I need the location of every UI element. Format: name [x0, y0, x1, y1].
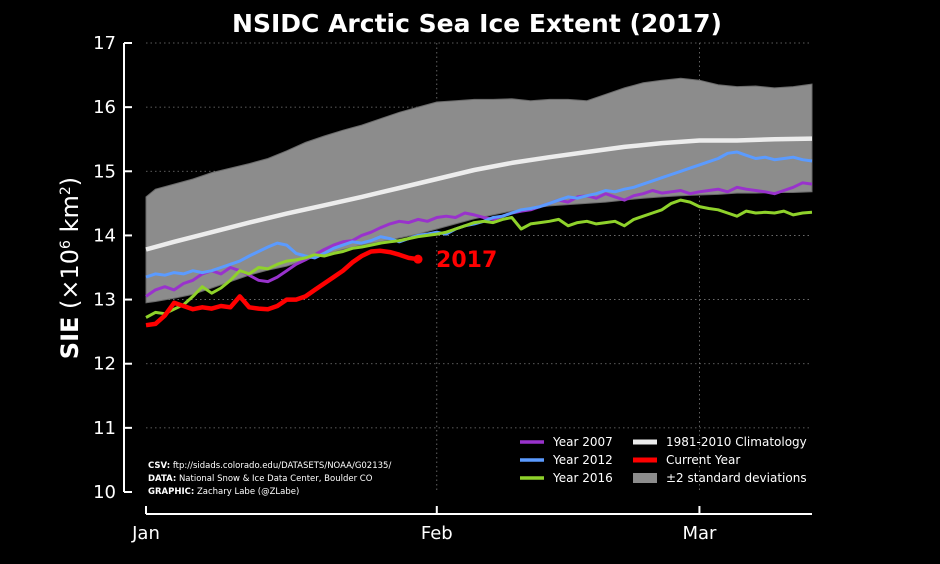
legend-label-current: Current Year	[666, 453, 740, 467]
legend-label-std: ±2 standard deviations	[666, 471, 807, 485]
y-axis-label-unit-close: )	[56, 177, 84, 186]
y-axis-label-unit-open: (×10	[56, 249, 84, 317]
legend-label-climatology: 1981-2010 Climatology	[666, 435, 807, 449]
year-2007-line	[145, 181, 813, 298]
y-tick-label: 14	[93, 225, 116, 246]
y-axis-label-main: SIE	[56, 317, 84, 360]
y-tick-label: 13	[93, 290, 116, 311]
credits: CSV: ftp://sidads.colorado.edu/DATASETS/…	[148, 461, 391, 497]
x-tick-label: Mar	[682, 523, 717, 544]
y-tick-label: 12	[93, 354, 116, 375]
x-tick-label: Feb	[421, 523, 453, 544]
y-tick-label: 10	[93, 482, 116, 503]
legend-label-2012: Year 2012	[552, 453, 613, 467]
year-2016-line	[145, 198, 813, 319]
credit-csv: CSV: ftp://sidads.colorado.edu/DATASETS/…	[148, 461, 391, 471]
legend: Year 2007 Year 2012 Year 2016 1981-2010 …	[520, 435, 807, 485]
legend-label-2007: Year 2007	[552, 435, 613, 449]
current-year-end-marker	[413, 254, 423, 264]
climatology-line	[145, 136, 813, 252]
y-axis-label-unit-mid: km	[56, 195, 84, 240]
legend-swatch-std	[633, 473, 657, 483]
credit-graphic: GRAPHIC: Zachary Labe (@ZLabe)	[148, 487, 299, 497]
credit-csv-label: CSV:	[148, 461, 170, 471]
credit-graphic-text: Zachary Labe (@ZLabe)	[194, 487, 299, 497]
y-axis-label-exp1: 6	[58, 240, 74, 249]
legend-label-2016: Year 2016	[552, 471, 613, 485]
y-axis-label-exp2: 2	[58, 186, 74, 195]
credit-graphic-label: GRAPHIC:	[148, 487, 194, 497]
axes: 10 11 12 13 14 15 16 17 Jan Feb Mar	[93, 33, 812, 544]
credit-data: DATA: National Snow & Ice Data Center, B…	[148, 474, 373, 484]
current-year-end-label: 2017	[436, 248, 497, 273]
current-year-line	[145, 248, 419, 328]
y-tick-label: 11	[93, 418, 116, 439]
chart-title: NSIDC Arctic Sea Ice Extent (2017)	[232, 9, 722, 38]
y-tick-label: 15	[93, 161, 116, 182]
y-axis-label: SIE (×106 km2)	[56, 177, 84, 359]
credit-data-label: DATA:	[148, 474, 176, 484]
y-tick-label: 17	[93, 33, 116, 54]
credit-csv-text: ftp://sidads.colorado.edu/DATASETS/NOAA/…	[170, 461, 391, 471]
y-tick-label: 16	[93, 97, 116, 118]
credit-data-text: National Snow & Ice Data Center, Boulder…	[176, 474, 372, 484]
x-tick-label: Jan	[131, 523, 160, 544]
